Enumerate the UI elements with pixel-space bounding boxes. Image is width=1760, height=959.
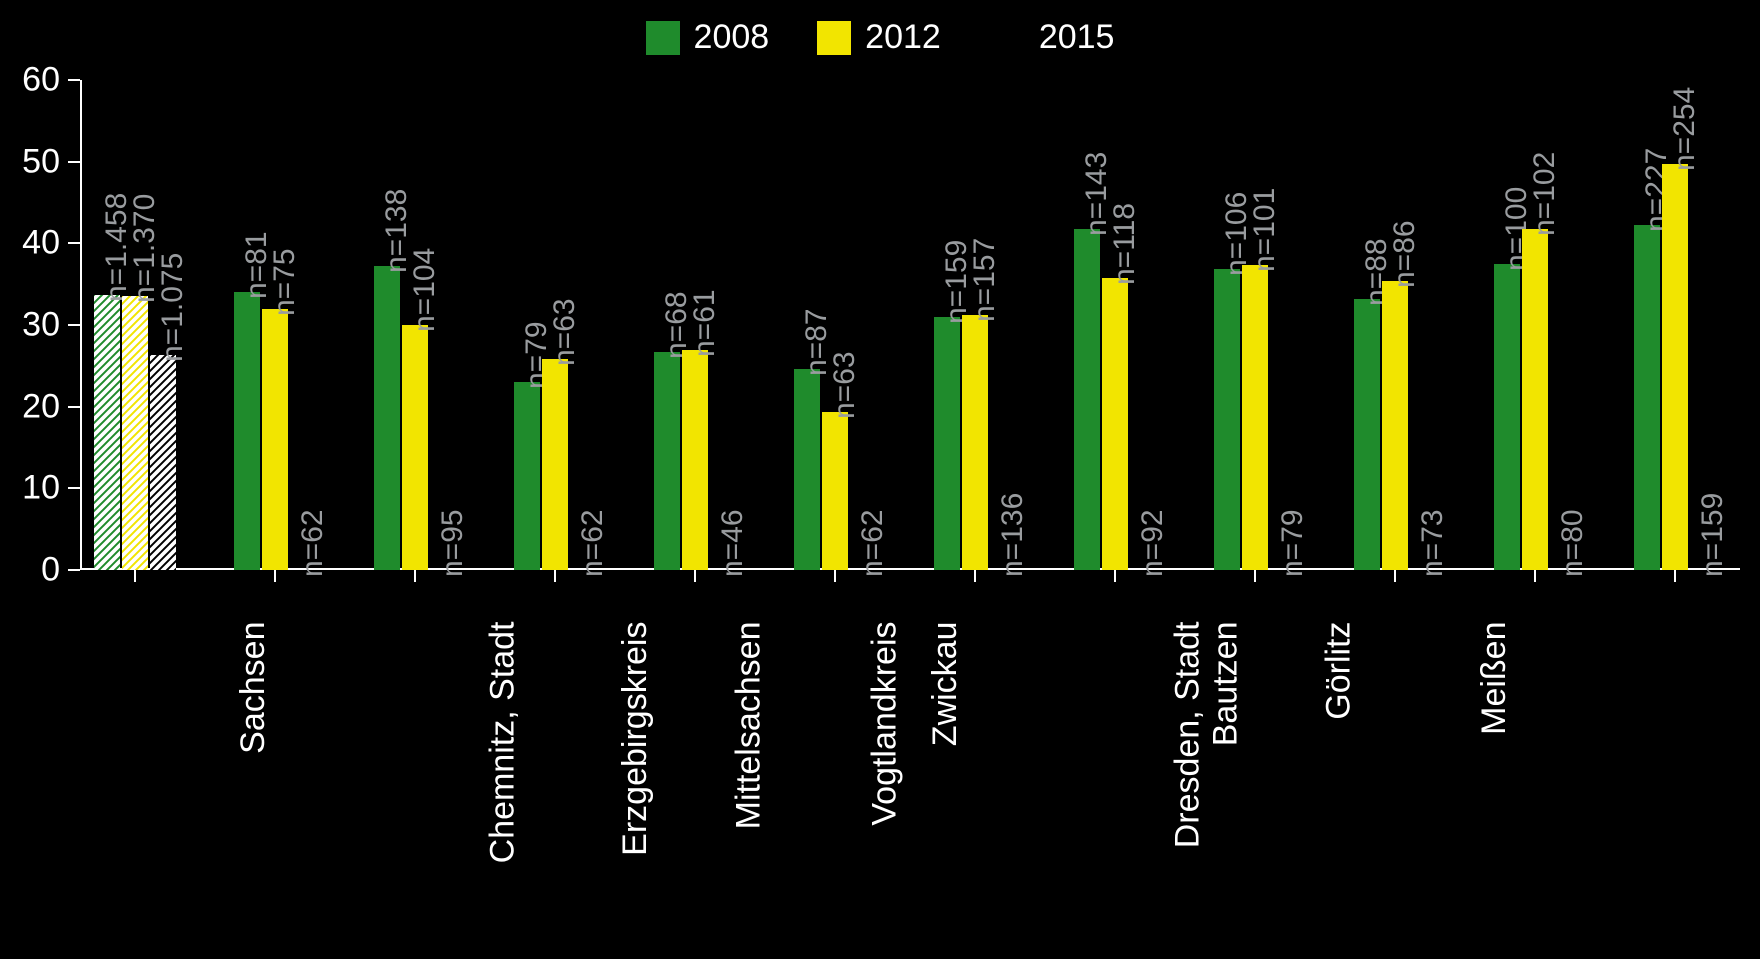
x-tick: [1674, 570, 1676, 582]
y-tick: [68, 569, 80, 571]
bar-n-label: n=118: [1108, 203, 1142, 285]
y-tick-label: 40: [10, 224, 60, 263]
bar-n-label: n=80: [1556, 509, 1590, 577]
bar: [1382, 281, 1408, 570]
category-label: Bautzen: [1206, 622, 1245, 747]
y-tick: [68, 79, 80, 81]
x-tick: [1114, 570, 1116, 582]
x-tick: [834, 570, 836, 582]
x-tick: [134, 570, 136, 582]
bar-n-label: n=62: [856, 509, 890, 577]
bar: [1102, 278, 1128, 570]
x-tick: [1534, 570, 1536, 582]
y-tick-label: 20: [10, 387, 60, 426]
y-tick-label: 30: [10, 306, 60, 345]
bar-n-label: n=104: [408, 248, 442, 332]
bar-n-label: n=102: [1528, 151, 1562, 235]
bar-n-label: n=62: [576, 509, 610, 577]
category-label: Erzgebirgskreis: [616, 622, 655, 856]
bar-n-label: n=46: [716, 509, 750, 577]
bar-n-label: n=136: [996, 493, 1030, 577]
x-tick: [554, 570, 556, 582]
x-tick: [274, 570, 276, 582]
category-label: Chemnitz, Stadt: [483, 622, 522, 864]
legend-swatch-2012: [817, 21, 851, 55]
y-tick-label: 0: [10, 551, 60, 590]
bar: [402, 325, 428, 570]
legend-item-2012: 2012: [817, 18, 941, 57]
y-tick-label: 60: [10, 61, 60, 100]
bar: [122, 296, 148, 570]
chart-root: 2008 2012 2015 0102030405060n=1.458n=1.3…: [0, 0, 1760, 959]
y-tick: [68, 487, 80, 489]
bar: [1214, 269, 1240, 570]
bar: [234, 292, 260, 570]
bar-n-label: n=63: [828, 351, 862, 419]
y-tick-label: 10: [10, 469, 60, 508]
x-tick: [694, 570, 696, 582]
bar: [962, 315, 988, 570]
category-label: Zwickau: [926, 622, 965, 747]
bar-n-label: n=95: [436, 509, 470, 577]
bar: [1634, 225, 1660, 570]
category-label: Vogtlandkreis: [866, 622, 905, 826]
bar-n-label: n=157: [968, 238, 1002, 322]
legend-item-2008: 2008: [646, 18, 770, 57]
bar-n-label: n=159: [1696, 493, 1730, 577]
legend-swatch-2008: [646, 21, 680, 55]
y-tick: [68, 324, 80, 326]
bar: [1354, 299, 1380, 570]
legend-label-2012: 2012: [865, 18, 941, 57]
bar: [262, 309, 288, 570]
bar: [150, 355, 176, 570]
plot-area: 0102030405060n=1.458n=1.370n=1.075Sachse…: [80, 80, 1740, 570]
bar-n-label: n=63: [548, 299, 582, 367]
x-tick: [1254, 570, 1256, 582]
legend-item-2015: 2015: [989, 18, 1115, 57]
bar: [1242, 265, 1268, 570]
category-label: Mittelsachsen: [729, 622, 768, 830]
bar: [934, 317, 960, 570]
bar-n-label: n=86: [1388, 220, 1422, 288]
bar: [542, 359, 568, 570]
bar-n-label: n=61: [688, 289, 722, 357]
bar: [794, 369, 820, 570]
bar-n-label: n=101: [1248, 187, 1282, 271]
bar-n-label: n=1.075: [156, 253, 190, 362]
bar: [822, 412, 848, 570]
bar-n-label: n=92: [1136, 509, 1170, 577]
bar: [682, 350, 708, 571]
y-tick: [68, 406, 80, 408]
category-label: Dresden, Stadt: [1168, 622, 1207, 849]
bar: [1494, 264, 1520, 570]
bar: [1662, 164, 1688, 570]
bar: [374, 266, 400, 570]
category-label: Sachsen: [234, 622, 273, 754]
y-tick-label: 50: [10, 142, 60, 181]
legend-swatch-2015: [989, 20, 1025, 56]
y-axis: [80, 80, 82, 570]
legend-label-2008: 2008: [694, 18, 770, 57]
bar: [94, 295, 120, 570]
bar: [514, 382, 540, 570]
x-tick: [974, 570, 976, 582]
category-label: Meißen: [1475, 622, 1514, 735]
y-tick: [68, 242, 80, 244]
bar-n-label: n=254: [1668, 87, 1702, 171]
x-tick: [414, 570, 416, 582]
bar: [1522, 229, 1548, 570]
y-tick: [68, 161, 80, 163]
legend-label-2015: 2015: [1039, 18, 1115, 57]
category-label: Görlitz: [1320, 622, 1359, 720]
bar-n-label: n=73: [1416, 509, 1450, 577]
bar-n-label: n=79: [1276, 509, 1310, 577]
bar: [654, 352, 680, 570]
x-tick: [1394, 570, 1396, 582]
bar-n-label: n=62: [296, 509, 330, 577]
bar-n-label: n=75: [268, 248, 302, 316]
bar: [1074, 229, 1100, 570]
legend: 2008 2012 2015: [0, 18, 1760, 57]
